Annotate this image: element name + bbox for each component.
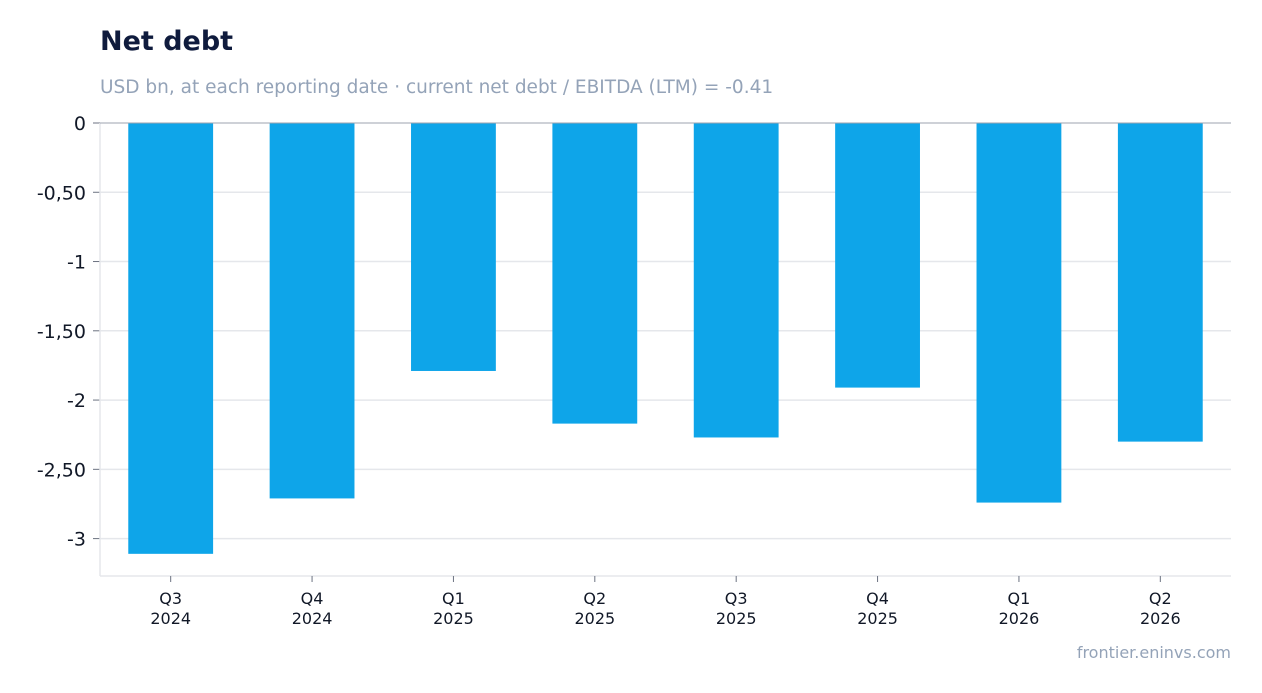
source-credit: frontier.eninvs.com: [1076, 643, 1231, 662]
y-tick-label: -0,50: [37, 182, 86, 204]
x-tick-label: Q2 2026: [1140, 589, 1181, 628]
x-tick-quarter: Q1: [442, 589, 465, 608]
x-tick-quarter: Q4: [301, 589, 324, 608]
x-tick-label: Q3 2024: [150, 589, 191, 628]
y-tick-label: -2,50: [37, 459, 86, 481]
bar: [693, 123, 779, 438]
bar: [411, 123, 496, 371]
bar: [835, 123, 920, 388]
bar: [552, 123, 638, 424]
bar: [1117, 123, 1203, 442]
y-tick-label: -1,50: [37, 321, 86, 343]
x-tick-label: Q4 2024: [292, 589, 333, 628]
y-tick-label: -3: [67, 529, 86, 551]
x-tick-year: 2025: [574, 609, 615, 628]
x-tick-quarter: Q4: [866, 589, 889, 608]
y-tick-label: -1: [67, 252, 86, 274]
x-tick-quarter: Q3: [725, 589, 748, 608]
x-tick-year: 2024: [292, 609, 333, 628]
x-tick-label: Q2 2025: [574, 589, 615, 628]
bar: [128, 123, 214, 554]
chart-title: Net debt: [100, 26, 234, 57]
axes: [93, 122, 1231, 582]
x-tick-year: 2024: [150, 609, 191, 628]
bar: [976, 123, 1062, 503]
x-tick-year: 2025: [857, 609, 898, 628]
x-tick-quarter: Q2: [1149, 589, 1172, 608]
x-tick-quarter: Q3: [159, 589, 182, 608]
x-tick-label: Q4 2025: [857, 589, 898, 628]
x-tick-year: 2026: [999, 609, 1040, 628]
x-tick-year: 2025: [716, 609, 757, 628]
x-tick-year: 2026: [1140, 609, 1181, 628]
y-tick-labels: 0 -0,50 -1 -1,50 -2 -2,50 -3: [37, 113, 86, 551]
y-tick-label: -2: [67, 390, 86, 412]
x-tick-label: Q1 2026: [999, 589, 1040, 628]
x-tick-year: 2025: [433, 609, 474, 628]
x-tick-label: Q3 2025: [716, 589, 757, 628]
x-tick-quarter: Q1: [1008, 589, 1031, 608]
x-tick-quarter: Q2: [583, 589, 606, 608]
y-tick-label: 0: [74, 113, 86, 135]
bars: [128, 123, 1203, 554]
x-tick-label: Q1 2025: [433, 589, 474, 628]
bar: [269, 123, 355, 499]
chart-subtitle: USD bn, at each reporting date · current…: [100, 77, 774, 98]
